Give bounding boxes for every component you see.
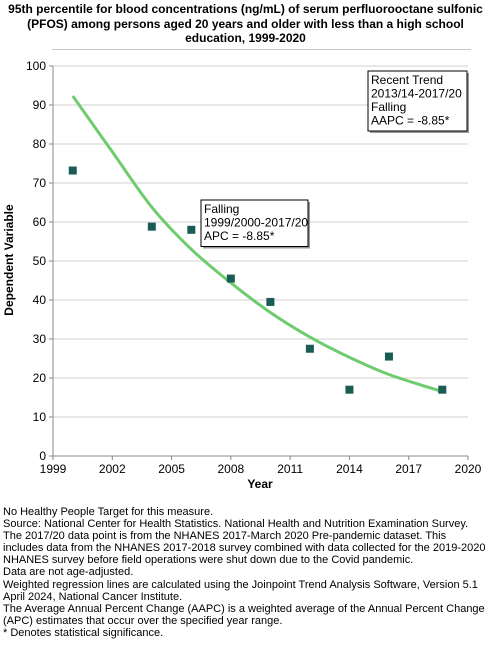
y-tick-label: 30 (33, 332, 47, 346)
annotation-line: 1999/2000-2017/20 (204, 216, 308, 230)
data-point (187, 225, 196, 234)
footnote-line: Data are not age-adjusted. (3, 566, 134, 579)
footnote-line: Weighted regression lines are calculated… (3, 578, 478, 603)
x-tick-label: 1999 (40, 462, 67, 476)
data-point (226, 274, 235, 283)
x-axis-title: Year (247, 477, 273, 491)
x-tick-label: 2011 (277, 462, 303, 476)
grid-lines (53, 65, 468, 418)
footnote-line: The Average Annual Percent Change (AAPC)… (3, 602, 485, 627)
chart: 1999 2002 2005 2008 2011 2014 2017 2020 0 10 20 30… (2, 59, 482, 491)
annotation-line: Falling (204, 202, 239, 216)
footnote-line: The 2017/20 data point is from the NHANE… (3, 530, 486, 567)
annotation-box (200, 199, 309, 247)
footnote-line: No Healthy People Target for this measur… (3, 506, 214, 518)
y-tick-label: 100 (26, 59, 46, 73)
y-tick-label: 90 (33, 98, 47, 112)
x-tick-label: 2017 (395, 462, 422, 476)
title-divider (52, 49, 471, 50)
x-tick-label: 2005 (158, 462, 185, 476)
data-point (384, 352, 393, 361)
y-tick-label: 0 (39, 449, 46, 463)
y-tick-label: 70 (33, 176, 47, 190)
data-point (147, 222, 156, 231)
x-tick-label: 2002 (99, 462, 126, 476)
x-tick-label: 2014 (336, 462, 363, 476)
annotation-box (367, 70, 468, 132)
y-tick-label: 50 (33, 254, 47, 268)
footnotes: No Healthy People Target for this measur… (3, 506, 489, 639)
trend-line (71, 95, 443, 394)
data-points (68, 166, 447, 394)
annotation-line: Falling (371, 100, 406, 114)
data-point (345, 385, 354, 394)
y-tick-label: 10 (33, 410, 47, 424)
y-tick-labels: 0 10 20 30 40 50 60 70 80 90 100 (26, 59, 53, 463)
chart-title: 95th percentile for blood concentrations… (8, 2, 483, 45)
data-point (68, 166, 77, 175)
x-tick-labels: 1999 2002 2005 2008 2011 2014 2017 2020 (40, 456, 482, 476)
x-tick-label: 2020 (455, 462, 482, 476)
annotation-line: 2013/14-2017/20 (371, 87, 462, 101)
x-tick-label: 2008 (218, 462, 245, 476)
footnote-line: Source: National Center for Health Stati… (3, 518, 469, 531)
annotation-line: Recent Trend (371, 73, 443, 87)
data-point (266, 297, 275, 306)
y-tick-label: 20 (33, 371, 47, 385)
footnote-line: * Denotes statistical significance. (3, 626, 164, 639)
y-axis-title: Dependent Variable (2, 204, 16, 316)
data-point (305, 344, 314, 353)
y-tick-label: 80 (33, 137, 47, 151)
annotation-line: APC = -8.85* (204, 229, 275, 243)
y-tick-label: 40 (33, 293, 47, 307)
annotation-line: AAPC = -8.85* (371, 114, 450, 128)
trend-line-group (71, 95, 443, 394)
data-point (438, 385, 447, 394)
y-tick-label: 60 (33, 215, 47, 229)
